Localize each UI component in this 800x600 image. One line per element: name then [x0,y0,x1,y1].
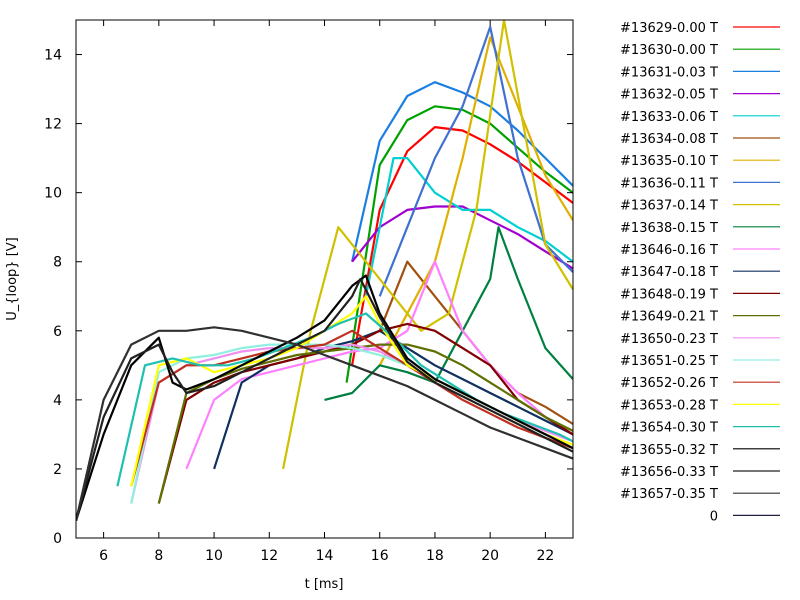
legend-item-13635-0-10-t: #13635-0.10 T [620,154,780,169]
x-tick-label: 12 [260,548,278,564]
y-tick-label: 4 [53,393,62,409]
legend-item-13653-0-28-t: #13653-0.28 T [620,398,780,413]
legend-item-13632-0-05-t: #13632-0.05 T [620,88,780,103]
legend-item-13634-0-08-t: #13634-0.08 T [620,132,780,147]
series-line-13657-0-35-t [76,326,573,521]
legend-label: #13657-0.35 T [620,487,718,502]
legend-item-13648-0-19-t: #13648-0.19 T [620,287,780,302]
y-tick-label: 0 [53,531,62,547]
legend-item-13647-0-18-t: #13647-0.18 T [620,265,780,280]
series-lines [76,20,573,522]
legend-item-0: 0 [710,509,780,524]
legend-label: #13632-0.05 T [620,88,718,103]
y-tick-label: 14 [44,48,62,64]
legend-label: #13648-0.19 T [620,287,718,302]
x-tick-label: 8 [154,548,163,564]
legend-item-13646-0-16-t: #13646-0.16 T [620,243,780,258]
legend-item-13655-0-32-t: #13655-0.32 T [620,443,780,458]
legend-label: #13646-0.16 T [620,243,718,258]
legend-item-13650-0-23-t: #13650-0.23 T [620,332,780,347]
series-line-13632-0-05-t [351,205,573,270]
x-tick-label: 6 [99,548,108,564]
legend-item-13649-0-21-t: #13649-0.21 T [620,310,780,325]
y-tick-label: 10 [44,186,62,202]
legend-label: #13653-0.28 T [620,398,718,413]
y-tick-label: 2 [53,462,62,478]
legend-label: #13630-0.00 T [620,43,718,58]
legend-label: #13656-0.33 T [620,465,718,480]
legend-label: #13647-0.18 T [620,265,718,280]
axis-ticks: 6 8 10 12 14 16 18 20 22 0 2 4 6 8 10 12 14 [44,20,573,564]
series-line-13633-0-06-t [364,157,573,297]
series-line-13637-0-14-t [282,20,573,470]
series-line-13636-0-11-t [378,25,573,297]
legend-label: #13634-0.08 T [620,132,718,147]
legend-item-13651-0-25-t: #13651-0.25 T [620,354,780,369]
legend-item-13637-0-14-t: #13637-0.14 T [620,199,780,214]
series-line-13650-0-23-t [130,343,573,504]
legend-label: #13652-0.26 T [620,376,718,391]
series-line-13651-0-25-t [130,343,573,504]
legend-item-13631-0-03-t: #13631-0.03 T [620,65,780,80]
legend-item-13630-0-00-t: #13630-0.00 T [620,43,780,58]
legend-label: #13629-0.00 T [620,21,718,36]
x-tick-label: 20 [481,548,499,564]
series-line-13648-0-19-t [157,322,573,504]
legend-label: #13637-0.14 T [620,199,718,214]
y-tick-label: 8 [53,255,62,271]
legend-item-13652-0-26-t: #13652-0.26 T [620,376,780,391]
legend-label: #13651-0.25 T [620,354,718,369]
series-line-13649-0-21-t [157,343,573,504]
legend-label: 0 [710,509,718,524]
y-tick-label: 12 [44,117,62,133]
x-tick-label: 22 [536,548,554,564]
legend-item-13633-0-06-t: #13633-0.06 T [620,110,780,125]
legend-item-13654-0-30-t: #13654-0.30 T [620,421,780,436]
legend-label: #13633-0.06 T [620,110,718,125]
series-line-13656-0-33-t [76,277,573,521]
series-line-13629-0-00-t [351,125,573,366]
x-tick-label: 16 [371,548,389,564]
legend-label: #13636-0.11 T [620,176,718,191]
series-line-13630-0-00-t [345,105,573,383]
legend-label: #13635-0.10 T [620,154,718,169]
y-tick-label: 6 [53,324,62,340]
legend-item-13629-0-00-t: #13629-0.00 T [620,21,780,36]
x-axis-title: t [ms] [305,577,344,592]
x-tick-label: 10 [205,548,223,564]
legend-item-13656-0-33-t: #13656-0.33 T [620,465,780,480]
legend-item-13657-0-35-t: #13657-0.35 T [620,487,780,502]
legend-label: #13650-0.23 T [620,332,718,347]
legend-label: #13655-0.32 T [620,443,718,458]
legend-label: #13638-0.15 T [620,221,718,236]
legend-label: #13654-0.30 T [620,421,718,436]
series-line-13631-0-03-t [351,81,573,262]
y-axis-title: U_{loop} [V] [5,237,20,321]
legend-item-13638-0-15-t: #13638-0.15 T [620,221,780,236]
legend-item-13636-0-11-t: #13636-0.11 T [620,176,780,191]
legend-label: #13631-0.03 T [620,65,718,80]
x-tick-label: 14 [316,548,334,564]
legend-label: #13649-0.21 T [620,310,718,325]
series-line-13652-0-26-t [130,329,573,487]
legend: #13629-0.00 T #13630-0.00 T #13631-0.03 T #… [620,21,780,524]
x-tick-label: 18 [426,548,444,564]
